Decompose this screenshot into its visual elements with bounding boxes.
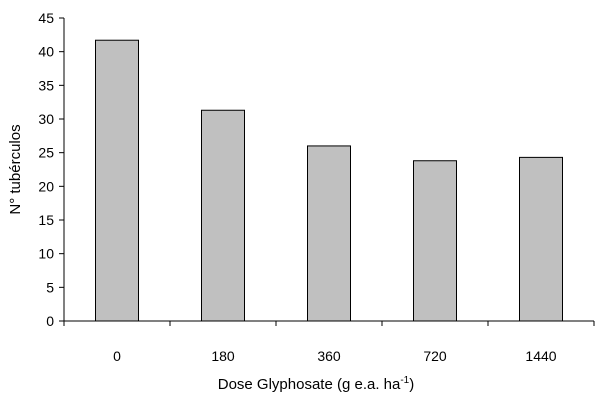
bars	[96, 40, 563, 321]
y-tick-label: 10	[38, 246, 54, 262]
x-tick-label: 360	[317, 348, 341, 364]
x-tick-label: 180	[211, 348, 235, 364]
x-axis-label-suffix: )	[409, 376, 414, 393]
bar-180	[202, 110, 245, 321]
x-tick-label: 1440	[525, 348, 556, 364]
x-tick-label: 720	[423, 348, 447, 364]
y-tick-label: 15	[38, 212, 54, 228]
bar-0	[96, 40, 139, 321]
y-tick-label: 20	[38, 178, 54, 194]
y-tick-label: 45	[38, 10, 54, 26]
x-ticks: 0 180 360 720 1440	[64, 321, 594, 364]
x-tick-label: 0	[113, 348, 121, 364]
y-tick-label: 40	[38, 44, 54, 60]
y-tick-label: 25	[38, 145, 54, 161]
bar-1440	[520, 157, 563, 321]
y-axis-label: N° tubérculos	[7, 124, 24, 214]
y-tick-label: 0	[46, 313, 54, 329]
y-tick-label: 30	[38, 111, 54, 127]
x-axis-label: Dose Glyphosate (g e.a. ha-1)	[218, 375, 415, 393]
bar-720	[414, 161, 457, 321]
x-axis-label-main: Dose Glyphosate (g e.a. ha	[218, 376, 401, 393]
bar-360	[308, 146, 351, 321]
y-tick-label: 5	[46, 279, 54, 295]
y-ticks: 0 5 10 15 20 25 30 35 40 45	[38, 10, 64, 329]
y-tick-label: 35	[38, 77, 54, 93]
